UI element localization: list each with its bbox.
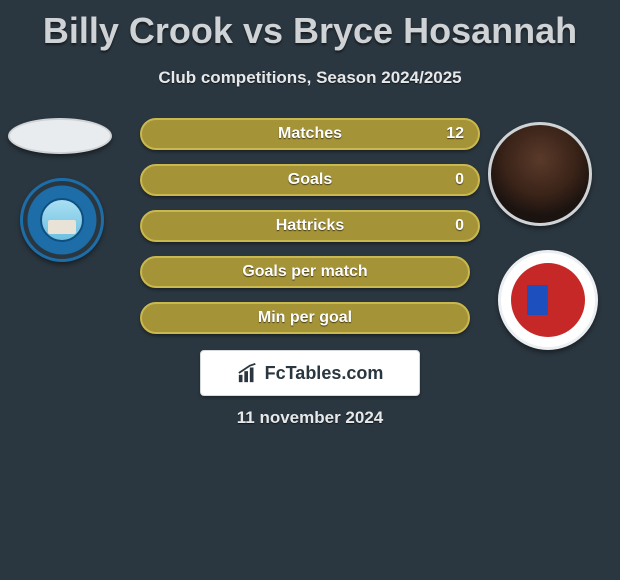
brand-attribution: FcTables.com	[200, 350, 420, 396]
player1-avatar-placeholder	[8, 118, 112, 154]
player2-avatar	[488, 122, 592, 226]
stat-label: Matches	[142, 120, 478, 148]
player2-club-badge	[498, 250, 598, 350]
bar-chart-icon	[237, 362, 259, 384]
stat-value: 12	[446, 120, 464, 148]
player2-name: Bryce Hosannah	[293, 10, 577, 51]
stat-bar-hattricks: Hattricks 0	[140, 210, 480, 242]
stat-bar-goals-per-match: Goals per match	[140, 256, 470, 288]
stat-value: 0	[455, 212, 464, 240]
stat-bar-matches: Matches 12	[140, 118, 480, 150]
stat-label: Goals	[142, 166, 478, 194]
brand-text: FcTables.com	[265, 363, 384, 384]
stat-value: 0	[455, 166, 464, 194]
player1-club-badge	[20, 178, 104, 262]
vs-text: vs	[243, 10, 283, 51]
subtitle: Club competitions, Season 2024/2025	[0, 68, 620, 88]
stat-bar-min-per-goal: Min per goal	[140, 302, 470, 334]
stat-bar-goals: Goals 0	[140, 164, 480, 196]
comparison-title: Billy Crook vs Bryce Hosannah	[0, 0, 620, 52]
club-badge-inner	[511, 263, 585, 337]
stat-bars: Matches 12 Goals 0 Hattricks 0 Goals per…	[140, 118, 480, 348]
stat-label: Min per goal	[142, 304, 468, 332]
player1-name: Billy Crook	[43, 10, 233, 51]
date-text: 11 november 2024	[0, 408, 620, 428]
stat-label: Hattricks	[142, 212, 478, 240]
club-badge-inner	[40, 198, 84, 242]
stat-label: Goals per match	[142, 258, 468, 286]
